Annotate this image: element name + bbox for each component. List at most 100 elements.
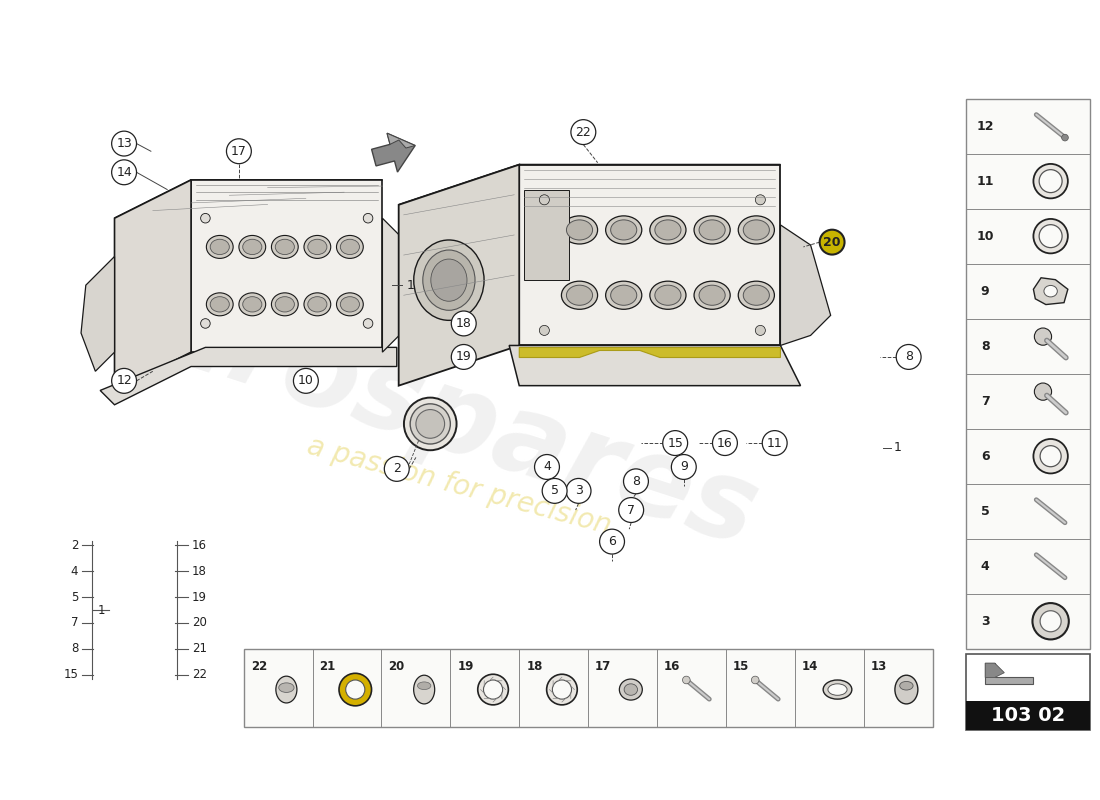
- Text: 6: 6: [608, 535, 616, 548]
- Text: 18: 18: [192, 565, 207, 578]
- Text: 19: 19: [455, 350, 472, 363]
- Text: 20: 20: [824, 236, 840, 249]
- Ellipse shape: [304, 235, 331, 258]
- Ellipse shape: [619, 679, 642, 700]
- Text: 5: 5: [551, 484, 559, 498]
- Ellipse shape: [566, 220, 593, 240]
- Text: 14: 14: [117, 166, 132, 178]
- Text: 19: 19: [192, 590, 207, 603]
- Polygon shape: [81, 257, 114, 371]
- Text: 7: 7: [981, 394, 990, 408]
- Polygon shape: [519, 347, 780, 358]
- Text: 1: 1: [97, 603, 104, 617]
- Text: 5: 5: [70, 590, 78, 603]
- Text: 22: 22: [192, 668, 207, 681]
- Circle shape: [339, 674, 372, 706]
- Circle shape: [345, 680, 365, 699]
- Circle shape: [535, 454, 560, 479]
- Text: 7: 7: [627, 503, 635, 517]
- Text: 22: 22: [575, 126, 591, 138]
- Polygon shape: [986, 663, 1033, 684]
- Polygon shape: [398, 165, 780, 205]
- Ellipse shape: [243, 239, 262, 254]
- Circle shape: [1034, 328, 1052, 346]
- Text: 8: 8: [981, 340, 990, 353]
- Bar: [966, 98, 1090, 649]
- Polygon shape: [191, 180, 383, 352]
- Text: 11: 11: [977, 174, 994, 188]
- Circle shape: [600, 529, 625, 554]
- Bar: [966, 702, 1090, 730]
- Text: 21: 21: [320, 659, 336, 673]
- Circle shape: [896, 345, 921, 370]
- Ellipse shape: [239, 235, 266, 258]
- Polygon shape: [387, 134, 415, 148]
- Ellipse shape: [1044, 286, 1057, 297]
- Text: 4: 4: [70, 565, 78, 578]
- Text: 15: 15: [733, 659, 749, 673]
- Circle shape: [111, 369, 136, 394]
- Ellipse shape: [431, 259, 467, 302]
- Circle shape: [1062, 134, 1068, 141]
- Circle shape: [671, 454, 696, 479]
- Text: 18: 18: [455, 317, 472, 330]
- Circle shape: [547, 674, 578, 705]
- Text: a passion for precision: a passion for precision: [304, 432, 614, 540]
- Text: 16: 16: [664, 659, 681, 673]
- Polygon shape: [1033, 278, 1068, 305]
- Ellipse shape: [610, 285, 637, 306]
- Circle shape: [756, 194, 766, 205]
- Ellipse shape: [243, 297, 262, 312]
- Polygon shape: [398, 165, 519, 386]
- Ellipse shape: [900, 682, 913, 690]
- Circle shape: [1033, 439, 1068, 474]
- Circle shape: [200, 318, 210, 328]
- Circle shape: [1041, 446, 1062, 466]
- Polygon shape: [372, 134, 415, 172]
- Ellipse shape: [207, 235, 233, 258]
- Ellipse shape: [404, 398, 456, 450]
- Ellipse shape: [210, 297, 229, 312]
- Ellipse shape: [610, 220, 637, 240]
- Ellipse shape: [738, 216, 774, 244]
- Ellipse shape: [650, 281, 686, 310]
- Circle shape: [451, 345, 476, 370]
- Circle shape: [111, 160, 136, 185]
- Circle shape: [571, 120, 596, 145]
- Text: 3: 3: [981, 614, 990, 628]
- Circle shape: [566, 478, 591, 503]
- Circle shape: [363, 318, 373, 328]
- Ellipse shape: [304, 293, 331, 316]
- Polygon shape: [780, 225, 830, 346]
- Text: 7: 7: [70, 617, 78, 630]
- Bar: [244, 649, 933, 727]
- Text: 2: 2: [70, 539, 78, 552]
- Circle shape: [1034, 383, 1052, 400]
- Ellipse shape: [239, 293, 266, 316]
- Text: 15: 15: [64, 668, 78, 681]
- Ellipse shape: [210, 239, 229, 254]
- Circle shape: [451, 311, 476, 336]
- Ellipse shape: [275, 239, 295, 254]
- Circle shape: [384, 457, 409, 482]
- Text: 13: 13: [871, 659, 887, 673]
- Ellipse shape: [418, 682, 431, 690]
- Circle shape: [1040, 225, 1063, 248]
- Circle shape: [756, 326, 766, 335]
- Text: 17: 17: [595, 659, 612, 673]
- Circle shape: [200, 214, 210, 223]
- Ellipse shape: [654, 285, 681, 306]
- Text: 10: 10: [298, 374, 314, 387]
- Polygon shape: [114, 180, 191, 390]
- Text: 20: 20: [192, 617, 207, 630]
- Polygon shape: [383, 218, 402, 352]
- Text: 21: 21: [192, 642, 207, 655]
- Ellipse shape: [278, 683, 294, 693]
- Circle shape: [363, 214, 373, 223]
- Ellipse shape: [895, 675, 917, 704]
- Polygon shape: [509, 346, 801, 386]
- Circle shape: [539, 194, 549, 205]
- Polygon shape: [519, 165, 780, 346]
- Text: 4: 4: [981, 560, 990, 573]
- Text: 4: 4: [543, 461, 551, 474]
